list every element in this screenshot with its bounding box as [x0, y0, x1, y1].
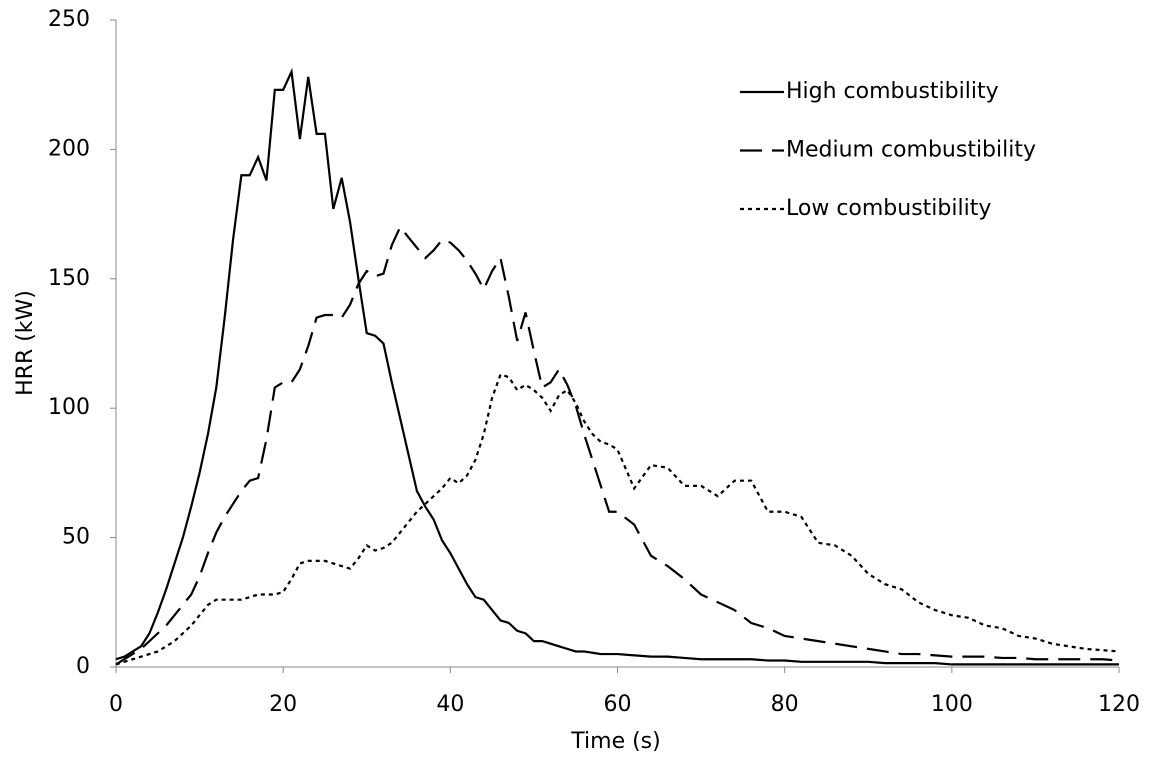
series-line: [115, 224, 1120, 666]
x-tick-label: 80: [771, 692, 799, 717]
x-tick-label: 0: [109, 692, 123, 717]
x-axis-title: Time (s): [570, 729, 660, 754]
y-tick-label: 250: [48, 7, 90, 32]
y-tick-label: 200: [48, 136, 90, 161]
y-tick-label: 50: [62, 525, 90, 550]
x-tick-label: 20: [269, 692, 297, 717]
y-axis-title: HRR (kW): [13, 290, 38, 396]
y-tick-label: 150: [48, 266, 90, 291]
legend-label: Low combustibility: [786, 196, 991, 221]
legend-label: Medium combustibility: [786, 138, 1036, 163]
y-tick-label: 100: [48, 395, 90, 420]
x-tick-label: 100: [931, 692, 973, 717]
y-tick-label: 0: [76, 654, 90, 679]
series-line: [115, 67, 1119, 666]
legend-label: High combustibility: [786, 79, 999, 104]
x-tick-label: 120: [1098, 692, 1140, 717]
series-line: [115, 373, 1120, 666]
x-tick-label: 40: [436, 692, 464, 717]
x-tick-label: 60: [604, 692, 632, 717]
